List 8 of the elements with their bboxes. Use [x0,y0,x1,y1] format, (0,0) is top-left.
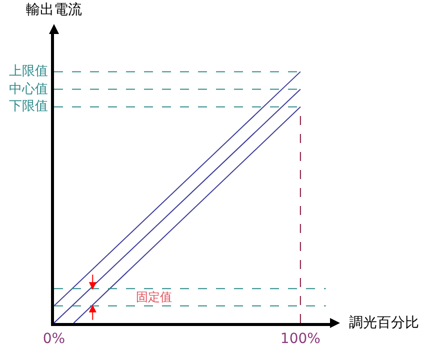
x-axis-title: 調光百分比 [349,315,419,331]
ref-line-label: 中心值 [9,81,48,97]
ref-line-label: 下限值 [9,99,48,114]
annotation: 固定值 [136,290,172,304]
ref-line-label: 上限值 [9,64,48,79]
y-axis-title: 輸出電流 [26,2,82,18]
x-tick-label: 0% [42,330,66,347]
x-tick-label: 100% [280,330,320,347]
